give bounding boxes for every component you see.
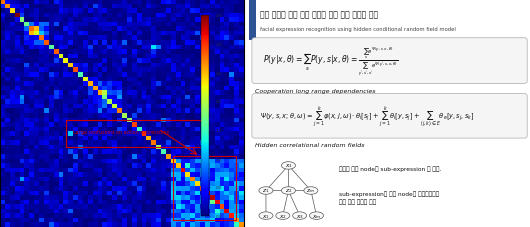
Text: Large confusions on action expressions: Large confusions on action expressions	[73, 129, 169, 134]
Ellipse shape	[276, 212, 290, 219]
Ellipse shape	[304, 187, 318, 194]
Bar	[249, 0, 256, 41]
Ellipse shape	[259, 212, 273, 219]
Bar	[66, 120, 207, 148]
Text: $x_1$: $x_1$	[262, 212, 270, 220]
Text: $z_2$: $z_2$	[285, 187, 292, 195]
FancyBboxPatch shape	[252, 94, 527, 138]
Ellipse shape	[281, 162, 295, 169]
Text: $x_3$: $x_3$	[296, 212, 304, 220]
Text: Hidden correlational random fields: Hidden correlational random fields	[255, 143, 364, 148]
Text: 은닉 조건부 랜덤 필드 모델을 통한 보다 정확한 인식: 은닉 조건부 랜덤 필드 모델을 통한 보다 정확한 인식	[260, 10, 378, 19]
Text: $x_1$: $x_1$	[285, 162, 293, 170]
Text: $\Psi(y,s,x;\theta,\omega)=\sum_{j=1}^{k}\varphi(x,j,\omega)\cdot\theta_{i}[s_{j: $\Psi(y,s,x;\theta,\omega)=\sum_{j=1}^{k…	[260, 104, 475, 128]
Text: $z_m$: $z_m$	[306, 187, 315, 195]
Text: Cooperation long range dependencies: Cooperation long range dependencies	[255, 88, 375, 93]
Text: $x_2$: $x_2$	[279, 212, 287, 220]
Text: $P(y|x,\theta)=\sum_{s}P(y,s|x,\theta)=\frac{\sum_{s}e^{\Psi(y,s,x,\theta)}}{\su: $P(y|x,\theta)=\sum_{s}P(y,s|x,\theta)=\…	[263, 45, 399, 77]
FancyBboxPatch shape	[252, 39, 527, 84]
Text: 각각의 매개 node는 sub-expression 을 의미.: 각각의 매개 node는 sub-expression 을 의미.	[339, 165, 441, 171]
Bar	[173, 157, 236, 220]
Ellipse shape	[281, 187, 295, 194]
Ellipse shape	[259, 187, 273, 194]
Text: facial expression recognition using hidden conditional random field model: facial expression recognition using hidd…	[260, 27, 456, 32]
Text: sub-expression을 매개 node로 추가함으로써
표정 인식 정확도 향상: sub-expression을 매개 node로 추가함으로써 표정 인식 정확…	[339, 191, 439, 204]
Ellipse shape	[293, 212, 307, 219]
Ellipse shape	[310, 212, 323, 219]
Text: $x_m$: $x_m$	[312, 212, 321, 220]
Text: $z_1$: $z_1$	[262, 187, 270, 195]
